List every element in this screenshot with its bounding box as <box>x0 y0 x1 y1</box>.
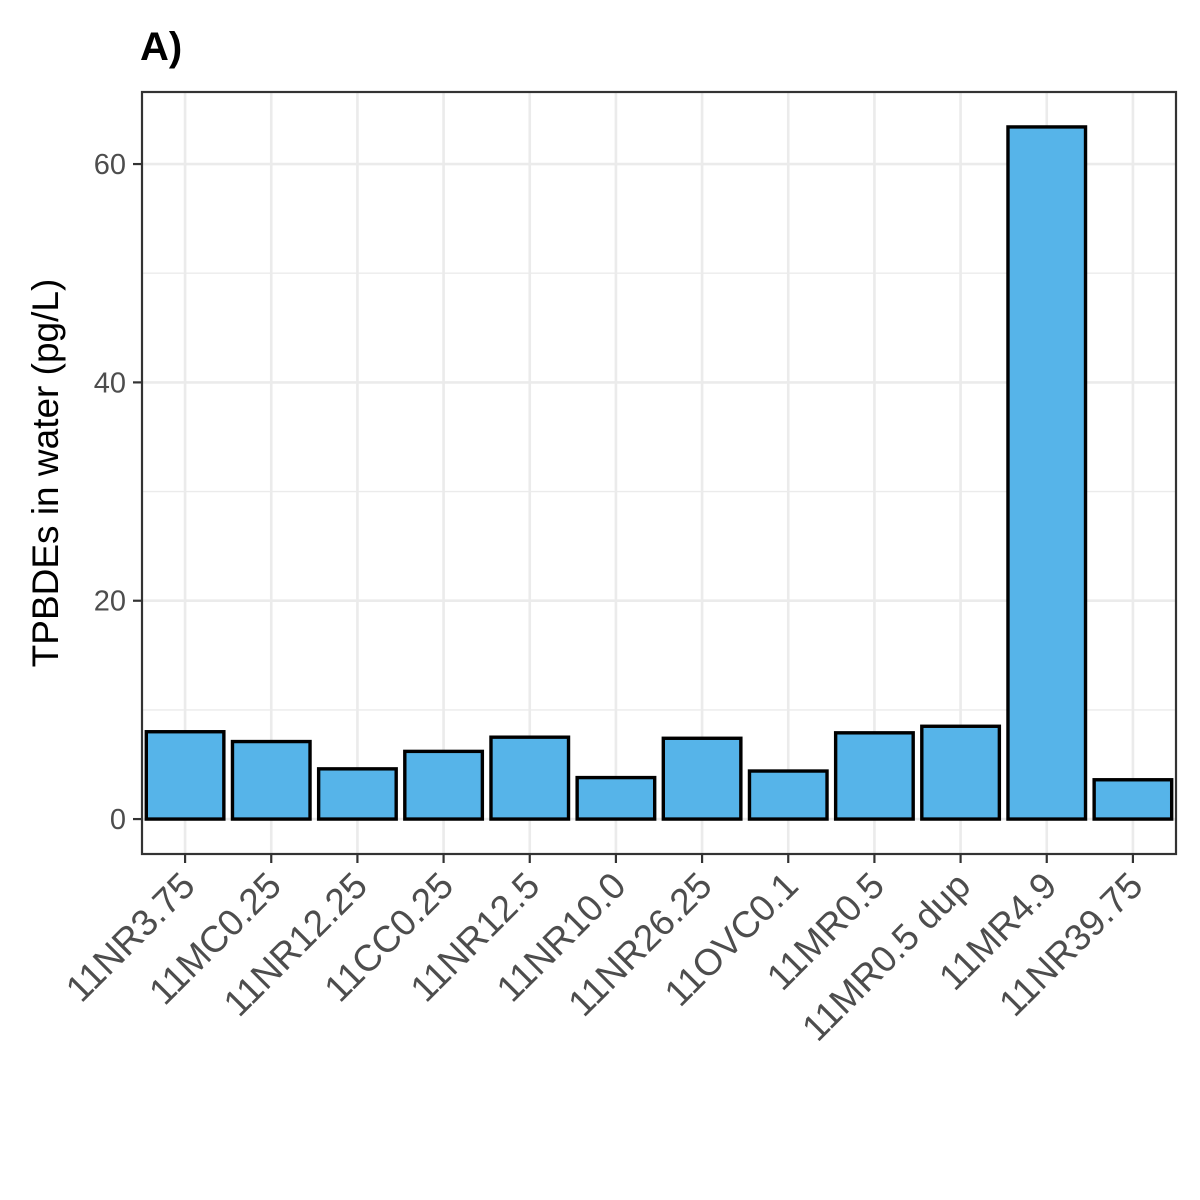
bar <box>403 749 485 821</box>
bars <box>144 125 1174 821</box>
y-axis: 0 20 40 60 <box>94 149 142 836</box>
x-axis: 11NR3.7511MC0.2511NR12.2511CC0.2511NR12.… <box>58 854 1151 1049</box>
bar <box>489 735 571 821</box>
y-tick-label: 40 <box>94 367 126 399</box>
bar <box>316 767 398 821</box>
bar <box>230 739 312 821</box>
y-tick-label: 60 <box>94 149 126 181</box>
y-axis-label: TPBDEs in water (pg/L) <box>25 279 66 668</box>
bar <box>1092 778 1174 821</box>
bar <box>1006 125 1088 821</box>
bar <box>747 769 829 821</box>
bar <box>661 736 743 821</box>
bar <box>144 730 226 821</box>
bar <box>575 775 657 821</box>
y-tick-label: 20 <box>94 586 126 618</box>
plot-frame <box>140 90 1178 856</box>
y-tick-label: 0 <box>110 804 126 836</box>
bar <box>920 724 1002 821</box>
bar <box>833 731 915 821</box>
chart-title: A) <box>140 25 182 69</box>
